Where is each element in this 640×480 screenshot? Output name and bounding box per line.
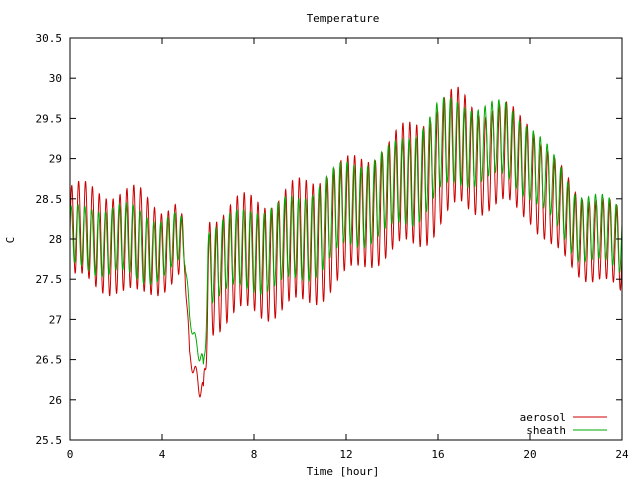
y-tick-label: 25.5 [36, 434, 63, 447]
x-tick-label: 8 [251, 448, 258, 461]
legend-label-aerosol: aerosol [520, 411, 566, 424]
x-tick-label: 0 [67, 448, 74, 461]
y-tick-label: 26 [49, 394, 62, 407]
x-tick-label: 24 [615, 448, 629, 461]
x-tick-label: 20 [523, 448, 536, 461]
y-tick-label: 27 [49, 313, 62, 326]
y-axis-label: C [4, 237, 17, 244]
series-line-sheath [69, 96, 623, 365]
y-tick-label: 30 [49, 72, 62, 85]
x-axis-label: Time [hour] [307, 465, 380, 478]
x-tick-label: 16 [431, 448, 444, 461]
chart-title: Temperature [307, 12, 380, 25]
y-tick-label: 28 [49, 233, 62, 246]
series-layer [69, 86, 623, 398]
y-tick-label: 30.5 [36, 32, 63, 45]
plot-frame [69, 37, 623, 441]
series-line-aerosol [69, 86, 623, 398]
y-tick-label: 27.5 [36, 273, 63, 286]
y-tick-label: 28.5 [36, 193, 63, 206]
legend-label-sheath: sheath [526, 424, 566, 437]
x-tick-label: 12 [339, 448, 352, 461]
y-tick-label: 29 [49, 153, 62, 166]
y-tick-label: 29.5 [36, 112, 63, 125]
y-tick-label: 26.5 [36, 354, 63, 367]
ticks-layer: 0 4 8 12 16 20 24 25.5 26 26.5 27 27.5 28 28.5 29 29.5 3… [36, 32, 629, 461]
x-tick-label: 4 [159, 448, 166, 461]
